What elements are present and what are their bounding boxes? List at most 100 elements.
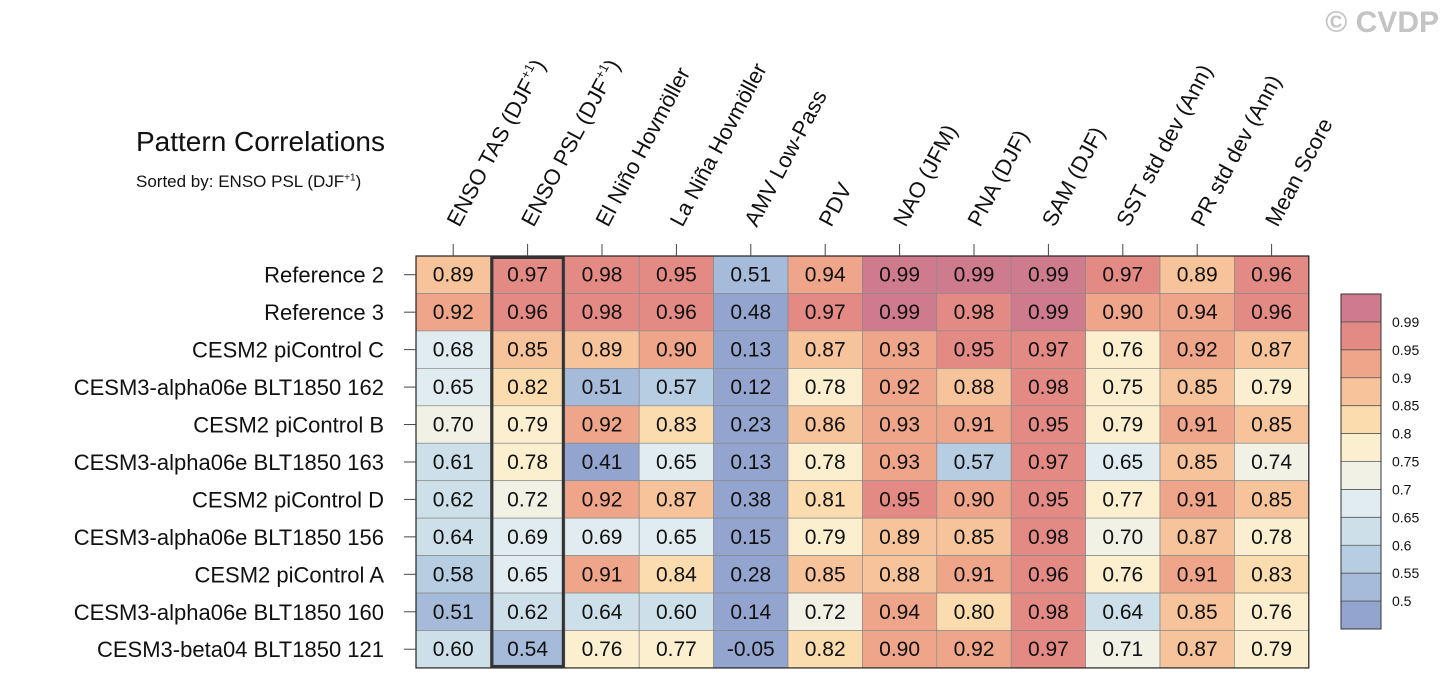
cell-value: 0.94 <box>1177 301 1218 324</box>
cell-value: 0.77 <box>1102 488 1143 511</box>
heatmap-cell <box>638 330 714 369</box>
heatmap-cell <box>1085 630 1161 669</box>
cell-value: 0.89 <box>582 339 623 362</box>
cell-value: 0.68 <box>433 339 474 362</box>
cell-value: 0.98 <box>1028 526 1069 549</box>
heatmap-cell <box>1159 330 1235 369</box>
heatmap-cell <box>1159 442 1235 482</box>
cell-value: 0.78 <box>507 451 548 474</box>
heatmap-cell <box>490 255 566 294</box>
cell-value: 0.65 <box>656 526 697 549</box>
cell-value: 0.65 <box>433 376 474 399</box>
heatmap-cell <box>415 330 491 369</box>
cell-value: 0.97 <box>1028 638 1069 661</box>
cell-value: 0.62 <box>433 488 474 511</box>
heatmap-cell <box>936 368 1012 407</box>
cell-value: 0.79 <box>805 526 846 549</box>
heatmap-cell <box>1010 442 1086 482</box>
cell-value: 0.93 <box>879 414 920 437</box>
heatmap-cell <box>415 293 491 332</box>
heatmap-cell <box>1159 368 1235 407</box>
colorbar-segment <box>1341 349 1381 378</box>
watermark: © CVDP <box>1325 6 1439 39</box>
cell-value: 0.95 <box>954 339 995 362</box>
heatmap-cell <box>1085 592 1161 631</box>
row-label: CESM2 piControl A <box>194 562 384 587</box>
colorbar-segment <box>1341 461 1381 490</box>
cell-value: 0.87 <box>805 339 846 362</box>
cell-value: 0.94 <box>805 264 846 287</box>
cell-value: 0.41 <box>582 451 623 474</box>
heatmap-cell <box>564 555 640 594</box>
heatmap-cell <box>713 480 789 519</box>
cell-value: 0.87 <box>1177 638 1218 661</box>
cell-value: 0.83 <box>1251 563 1292 586</box>
heatmap-cell <box>787 293 863 332</box>
heatmap-cell <box>564 630 640 669</box>
heatmap-cell <box>564 368 640 407</box>
cell-value: 0.82 <box>507 376 548 399</box>
column-label: PDV <box>814 178 857 230</box>
cell-value: 0.97 <box>507 264 548 287</box>
heatmap-cell <box>787 592 863 631</box>
cell-value: 0.93 <box>879 339 920 362</box>
cell-value: 0.90 <box>954 488 995 511</box>
cell-value: 0.15 <box>730 526 771 549</box>
column-label-sup: +1 <box>517 61 537 81</box>
heatmap-cell <box>1010 405 1086 444</box>
heatmap-cell <box>1010 592 1086 631</box>
column-label-text: NAO (JFM) <box>888 120 962 230</box>
cell-value: 0.89 <box>879 526 920 549</box>
cell-value: 0.92 <box>1177 339 1218 362</box>
cell-value: 0.23 <box>730 414 771 437</box>
colorbar-segment <box>1341 433 1381 462</box>
cell-value: 0.97 <box>1028 339 1069 362</box>
colorbar-label: 0.55 <box>1392 565 1419 581</box>
colorbar-frame <box>1340 293 1382 630</box>
heatmap-cell <box>638 255 714 294</box>
sorted-column-highlight <box>490 256 565 668</box>
cell-value: 0.60 <box>656 601 697 624</box>
cell-value: 0.87 <box>656 488 697 511</box>
cell-value: 0.99 <box>1028 264 1069 287</box>
heatmap-cell <box>1159 592 1235 631</box>
colorbar-label: 0.9 <box>1392 370 1412 386</box>
cell-value: 0.89 <box>433 264 474 287</box>
cell-value: 0.92 <box>433 301 474 324</box>
cell-value: 0.78 <box>1251 526 1292 549</box>
cell-value: 0.92 <box>582 488 623 511</box>
cell-value: 0.84 <box>656 563 697 586</box>
colorbar-segment <box>1341 489 1381 518</box>
cell-value: 0.93 <box>879 451 920 474</box>
heatmap-cell <box>1234 405 1310 444</box>
cell-value: 0.88 <box>879 563 920 586</box>
cell-value: 0.69 <box>507 526 548 549</box>
cell-value: 0.99 <box>879 301 920 324</box>
heatmap-cell <box>787 480 863 519</box>
colorbar-segment <box>1341 321 1381 350</box>
heatmap-cell <box>787 517 863 556</box>
chart-subtitle: Sorted by: ENSO PSL (DJF+1) <box>136 172 361 192</box>
cell-value: 0.99 <box>1028 301 1069 324</box>
subtitle-suffix: ) <box>355 172 362 191</box>
heatmap-cell <box>713 255 789 294</box>
cell-value: 0.51 <box>730 264 771 287</box>
heatmap-cell <box>1159 517 1235 556</box>
cell-value: 0.90 <box>879 638 920 661</box>
heatmap-cell <box>415 480 491 519</box>
heatmap-cell <box>787 368 863 407</box>
heatmap-cell <box>713 405 789 444</box>
cell-value: 0.85 <box>954 526 995 549</box>
heatmap-cell <box>638 405 714 444</box>
cell-value: 0.61 <box>433 451 474 474</box>
heatmap-cell <box>862 517 938 556</box>
cell-value: 0.54 <box>507 638 548 661</box>
heatmap-cell <box>1234 480 1310 519</box>
cell-value: 0.91 <box>1177 488 1218 511</box>
column-label-text: PNA (DJF) <box>962 126 1033 231</box>
heatmap-cell <box>787 555 863 594</box>
cell-value: 0.95 <box>879 488 920 511</box>
row-label: Reference 3 <box>264 300 384 325</box>
heatmap-cell <box>1234 555 1310 594</box>
